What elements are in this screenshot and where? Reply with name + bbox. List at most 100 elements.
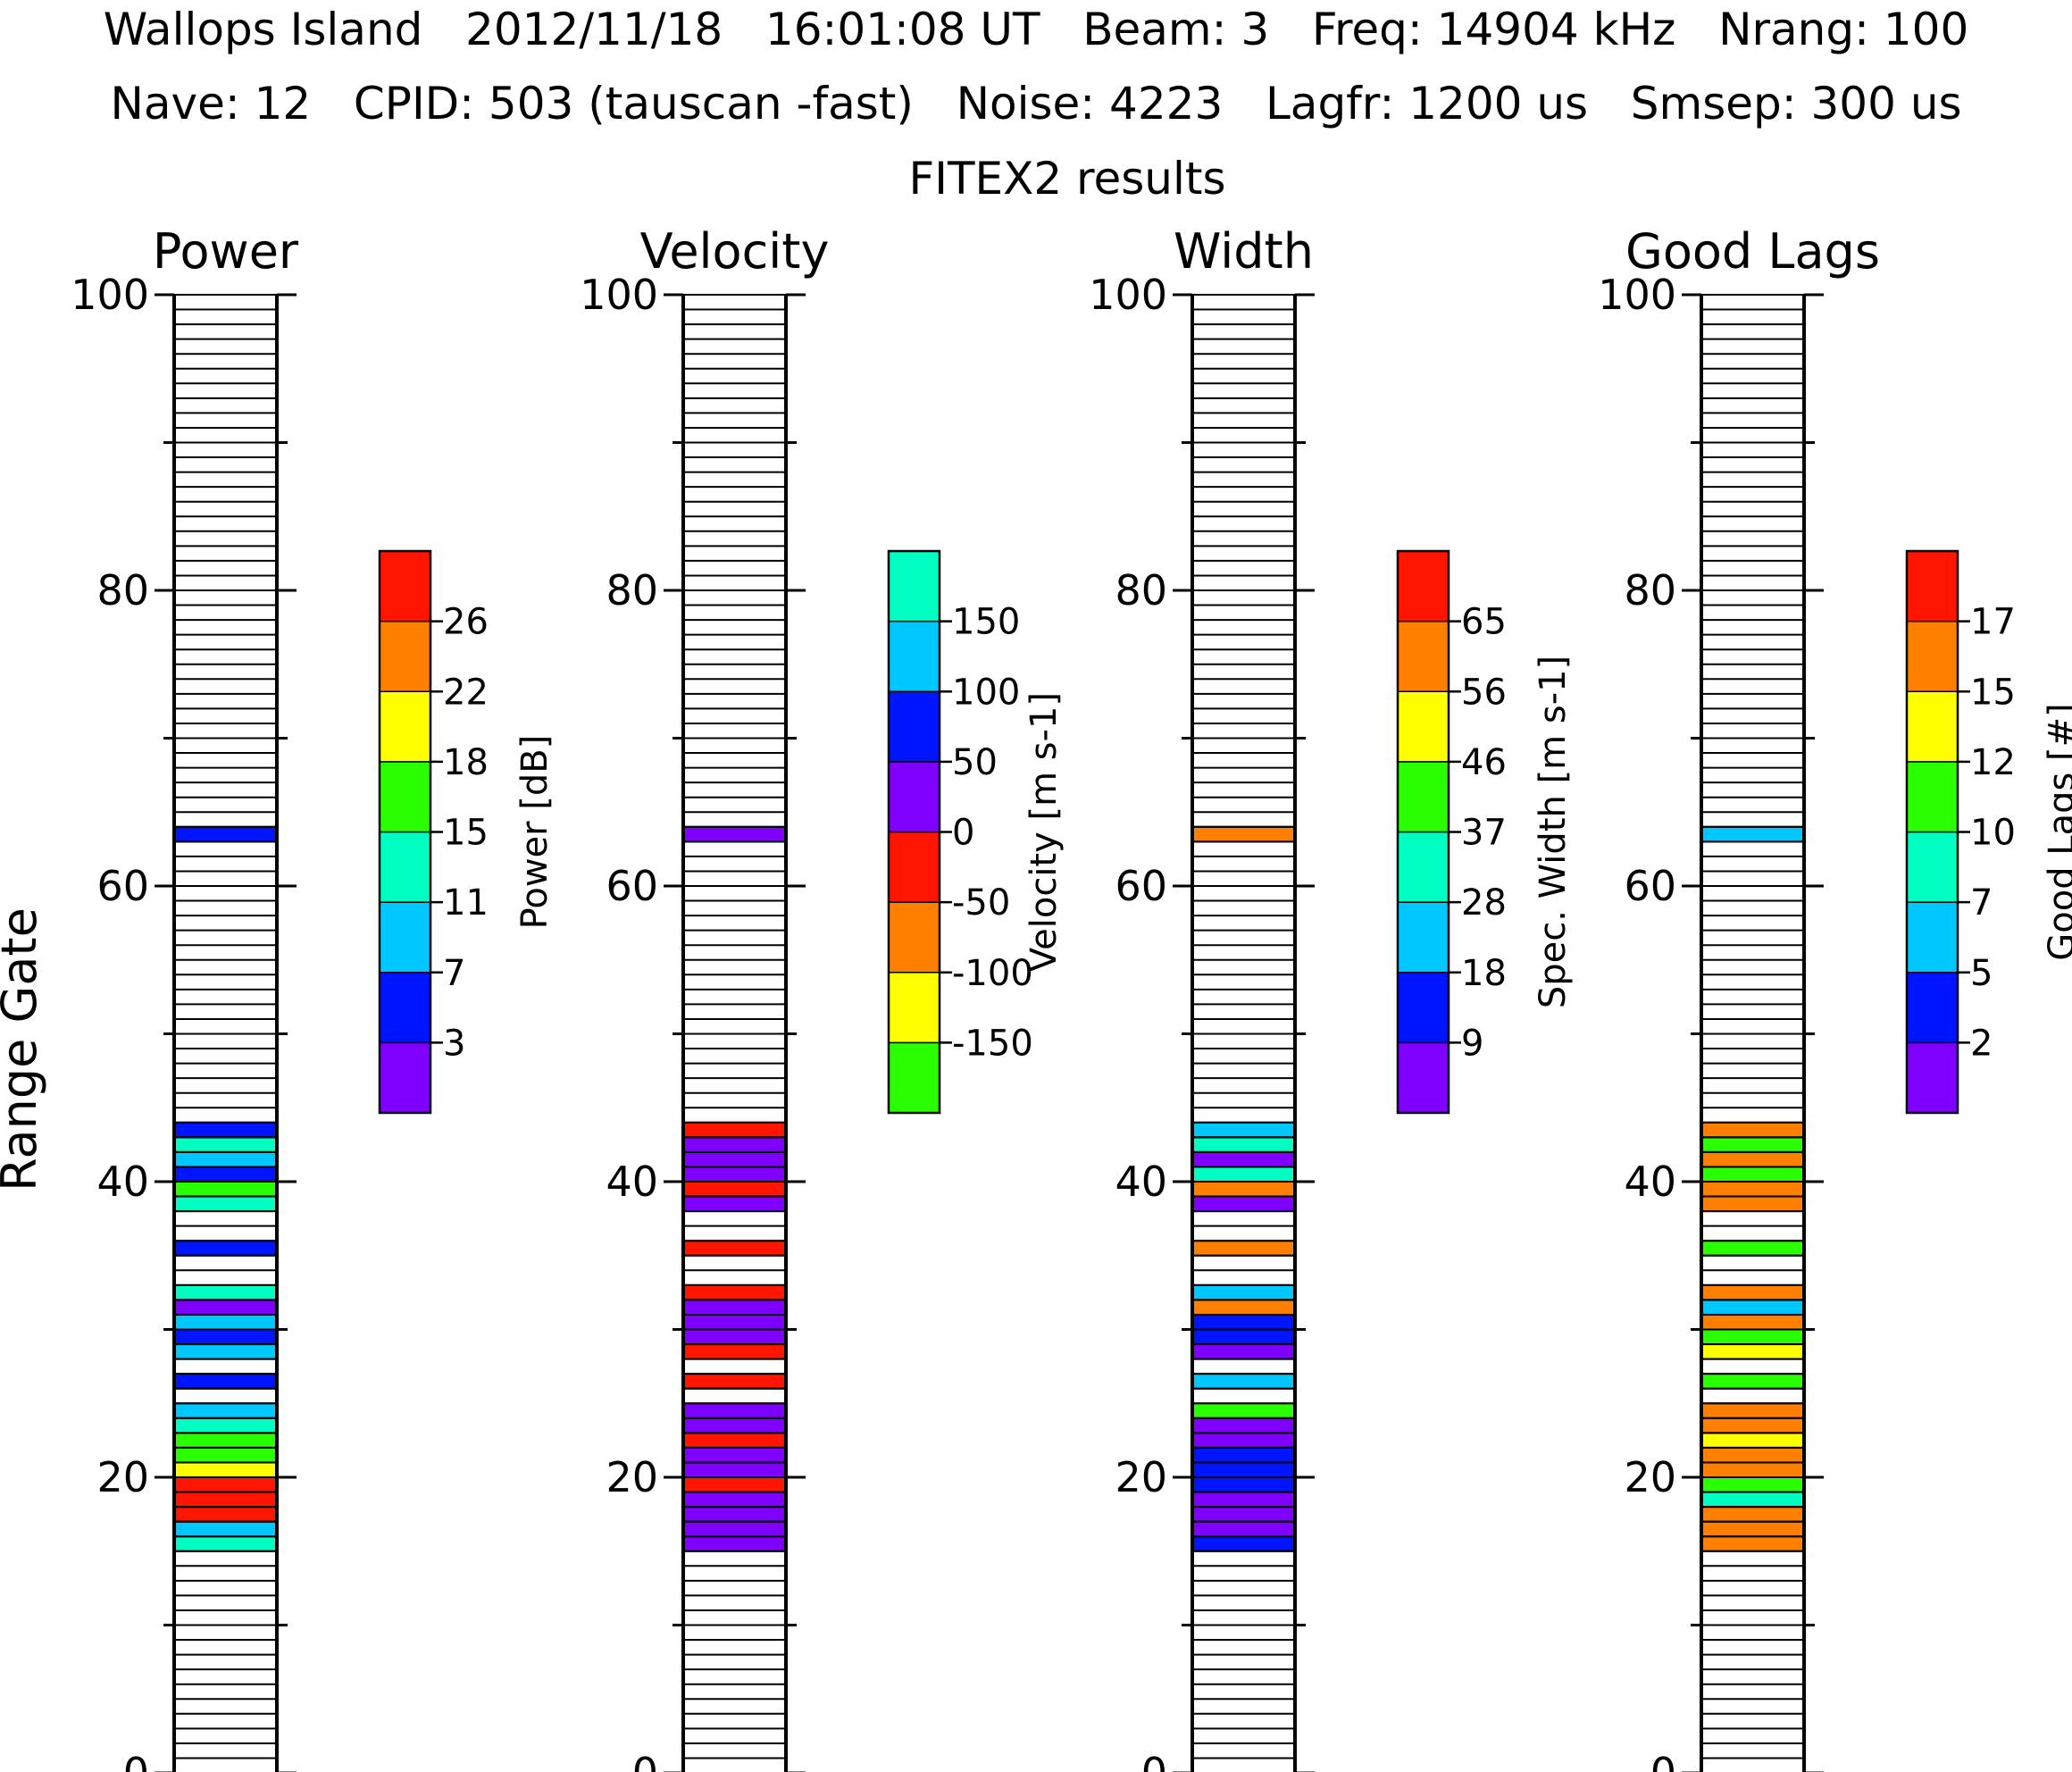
y-tick-label: 100 <box>1089 271 1167 319</box>
range-cell <box>682 1520 787 1538</box>
panel-title: Good Lags <box>1625 223 1880 280</box>
range-cell <box>173 1166 278 1183</box>
colorbar-tick-label: 65 <box>1461 602 1507 643</box>
colorbar-bin <box>1906 901 1959 974</box>
colorbar-bin <box>379 550 431 623</box>
colorbar-tick-label: -150 <box>952 1023 1033 1064</box>
range-cell <box>682 1432 787 1449</box>
y-tick-label: 20 <box>96 1453 149 1501</box>
range-cell <box>173 1240 278 1257</box>
range-cell <box>1700 1506 1805 1523</box>
range-cell <box>173 825 278 843</box>
colorbar-tick-label: 56 <box>1461 672 1507 713</box>
range-cell <box>1700 1121 1805 1139</box>
range-cell <box>1700 1150 1805 1168</box>
y-tick-label: 80 <box>96 566 149 614</box>
colorbar-bin <box>1906 831 1959 903</box>
colorbar-tick-label: 10 <box>1970 813 2016 854</box>
range-cell <box>1700 1446 1805 1464</box>
range-cell <box>173 1313 278 1331</box>
range-cell <box>173 1121 278 1139</box>
range-cell <box>1700 1136 1805 1153</box>
colorbar-tick-label: 7 <box>1970 882 1993 924</box>
range-cell <box>682 1491 787 1509</box>
panel-velocity: Velocity 0 20 40 60 80 100 -150 -100 -50 0 50 100 150… <box>580 223 1065 1772</box>
y-axis-label: Range Gate <box>0 907 47 1191</box>
colorbar-bin <box>1906 761 1959 833</box>
range-cell <box>173 1491 278 1509</box>
range-cell <box>682 1136 787 1153</box>
range-cell <box>1700 1535 1805 1552</box>
range-cell <box>1700 1373 1805 1390</box>
range-cell <box>1191 1166 1296 1183</box>
y-tick-label: 60 <box>1624 862 1676 910</box>
colorbar-bin <box>1906 1041 1959 1114</box>
range-cell <box>173 1535 278 1552</box>
range-cell <box>1191 1136 1296 1153</box>
colorbar-tick-label: 100 <box>952 672 1020 713</box>
y-tick-label: 0 <box>1650 1749 1676 1772</box>
range-cell <box>682 1181 787 1198</box>
colorbar-tick-label: 18 <box>443 742 489 783</box>
range-cell <box>1700 1461 1805 1478</box>
range-cell <box>1191 1432 1296 1449</box>
colorbar-bin <box>1906 620 1959 692</box>
colorbar-bin <box>888 690 940 763</box>
range-cell <box>1700 1432 1805 1449</box>
colorbar-bin <box>888 831 940 903</box>
range-cell <box>1700 825 1805 843</box>
range-cell <box>173 1195 278 1213</box>
colorbar-tick-label: -100 <box>952 953 1033 994</box>
range-cell <box>1700 1491 1805 1509</box>
range-cell <box>1191 1313 1296 1331</box>
range-cell <box>173 1343 278 1360</box>
range-cell <box>1191 1476 1296 1493</box>
range-cell <box>173 1461 278 1478</box>
y-tick-label: 100 <box>71 271 149 319</box>
colorbar-bin <box>1906 690 1959 763</box>
range-cell <box>1191 1343 1296 1360</box>
y-tick-label: 80 <box>606 566 658 614</box>
range-cell <box>173 1446 278 1464</box>
y-tick-label: 100 <box>1598 271 1676 319</box>
panel-good-lags: Good Lags 0 20 40 60 80 100 2 5 7 10 12 15 17 Good Lag… <box>1598 223 2072 1772</box>
colorbar-tick-label: 26 <box>443 602 489 643</box>
colorbar-bin <box>1397 1041 1450 1114</box>
range-cell <box>1191 1150 1296 1168</box>
range-cell <box>682 1461 787 1478</box>
panel-title: Velocity <box>640 223 830 280</box>
colorbar-bin <box>379 901 431 974</box>
range-cell <box>173 1181 278 1198</box>
colorbar-tick-label: 150 <box>952 602 1020 643</box>
colorbar-bin <box>888 761 940 833</box>
range-cell <box>682 1446 787 1464</box>
panels: Power020406080100371115182226Power [dB]V… <box>71 223 2072 1772</box>
range-cell <box>682 1373 787 1390</box>
range-cell <box>1191 1520 1296 1538</box>
colorbar-tick-label: 18 <box>1461 953 1507 994</box>
range-cell <box>173 1373 278 1390</box>
header-line-1: Wallops Island 2012/11/18 16:01:08 UT Be… <box>104 4 1969 55</box>
colorbar-bin <box>1397 620 1450 692</box>
range-cell <box>1700 1240 1805 1257</box>
colorbar-bin <box>888 1041 940 1114</box>
y-tick-label: 100 <box>580 271 658 319</box>
range-cell <box>682 1328 787 1346</box>
range-cell <box>173 1136 278 1153</box>
colorbar-tick-label: 22 <box>443 672 489 713</box>
colorbar-tick-label: 46 <box>1461 742 1507 783</box>
range-cell <box>173 1520 278 1538</box>
colorbar-tick-label: 15 <box>1970 672 2016 713</box>
range-cell <box>1700 1402 1805 1419</box>
range-cell <box>173 1150 278 1168</box>
range-cell <box>173 1299 278 1316</box>
range-cell <box>173 1432 278 1449</box>
colorbar-bin <box>1906 972 1959 1044</box>
colorbar-tick-label: 9 <box>1461 1023 1483 1064</box>
range-cell <box>1191 1328 1296 1346</box>
y-tick-label: 60 <box>96 862 149 910</box>
range-cell <box>1191 1121 1296 1139</box>
range-cell <box>1700 1313 1805 1331</box>
colorbar-tick-label: 7 <box>443 953 465 994</box>
range-cell <box>1191 825 1296 843</box>
